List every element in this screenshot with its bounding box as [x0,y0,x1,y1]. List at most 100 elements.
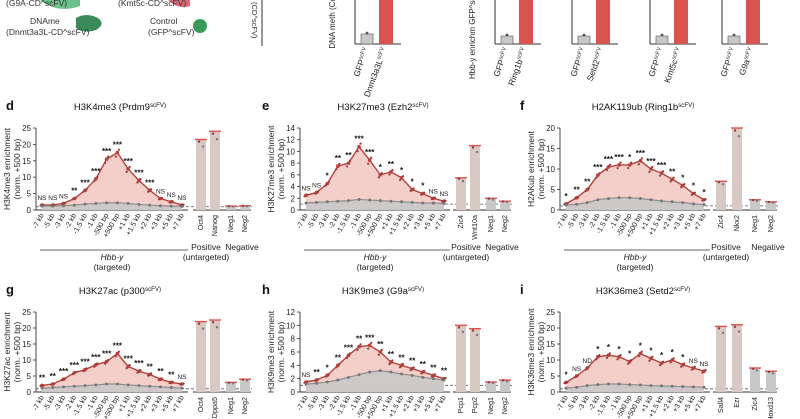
replicate-point [412,187,415,190]
y-tick-label: 25 [22,124,31,133]
control-point [94,383,98,387]
control-point [158,204,162,208]
replicate-point [107,155,110,158]
bar-point [215,137,219,141]
control-point [148,203,152,207]
significance-label: ** [420,360,427,369]
control-area [566,384,704,392]
targeted-point [115,351,120,356]
replicate-point [168,201,171,204]
significance-label: ** [409,357,416,366]
significance-label: * [628,350,632,359]
replicate-point [96,176,99,179]
control-point [564,203,568,207]
significance-label: ** [335,154,342,163]
control-point [368,198,372,202]
bar-point [755,369,759,372]
replicate-point [356,150,359,153]
y-tick-label: 2 [291,375,296,384]
replicate-point [114,155,117,158]
significance-label: * [421,182,425,191]
targeted-point [104,157,109,161]
targeted-point [606,165,611,169]
significance-label: NS [177,374,187,381]
replicate-point [574,197,577,200]
mini-dot [660,33,664,37]
mini-xlabel: Kmt5cscFV [662,46,684,84]
replicate-point [117,148,120,151]
control-line [565,197,705,206]
replicate-point [160,196,164,200]
control-point [702,203,706,207]
control-bar [486,382,496,392]
y-tick-label: 0 [27,388,32,397]
replicate-point [595,176,598,179]
control-point [628,196,632,200]
replicate-point [367,162,370,165]
positive-label-1: Positive [711,242,741,252]
replicate-point [150,188,153,191]
panel-title: H2AK119ub (Ring1bscFV) [592,102,695,114]
group-label-1: Hbb-y [101,252,124,262]
bar-label: Neg1 [226,397,235,414]
y-tick-label: 20 [546,324,555,333]
significance-label: NS [439,191,449,198]
group-label-2: (targeted) [94,262,131,272]
replicate-point [327,373,330,376]
control-point [83,202,87,206]
bar-point [505,380,509,383]
replicate-point [150,372,153,375]
legend-dnmt-line1: DNAme [30,16,60,26]
significance-label: *** [134,359,144,368]
replicate-point [444,199,447,202]
replicate-point [651,355,654,358]
legend-g9a: (G9A-CD^scFV) [6,0,67,8]
mini-xlabel: GFPscFV [718,46,738,78]
panel-letter: g [6,282,14,297]
replicate-point [82,370,85,373]
bar-label: Ezr [732,396,741,407]
replicate-point [338,362,341,366]
control-point [421,201,425,205]
replicate-point [85,367,88,370]
legend-kmt5c: (Kmt5c-CD^scFV) [118,0,186,8]
replicate-point [74,370,77,373]
bar-point [771,201,775,204]
control-point [575,202,579,206]
control-point [400,200,404,204]
replicate-point [595,358,598,361]
replicate-point [704,198,707,201]
y-tick-label: 15 [22,157,31,166]
targeted-point [357,344,361,349]
significance-label: ** [71,187,78,196]
panel-letter: h [262,282,270,297]
significance-label: NS [59,193,69,200]
replicate-point [359,343,362,346]
replicate-point [616,358,619,361]
legend-control-line1: Control [150,16,178,26]
significance-label: ** [50,372,57,381]
replicate-point [63,377,67,380]
control-point [346,199,350,203]
replicate-point [637,355,640,358]
control-point [304,201,308,205]
bar-point [215,326,219,329]
replicate-point [359,142,362,145]
control-point [442,202,446,206]
control-point [137,202,141,206]
significance-label: *** [70,361,80,370]
control-point [649,198,653,202]
strip-axis-fragment: (CD^scFV) [250,2,259,39]
control-point [105,382,109,386]
control-point [158,385,162,389]
significance-label: * [628,153,632,162]
replicate-point [598,353,601,357]
y-axis-label-2: (norm. +500 bp) [276,138,286,199]
targeted-point [126,167,130,171]
mini-bar-control [577,35,591,45]
g9a-blob-icon [40,0,80,9]
control-point [94,201,98,205]
targeted-point [115,150,120,155]
control-point [126,201,130,205]
